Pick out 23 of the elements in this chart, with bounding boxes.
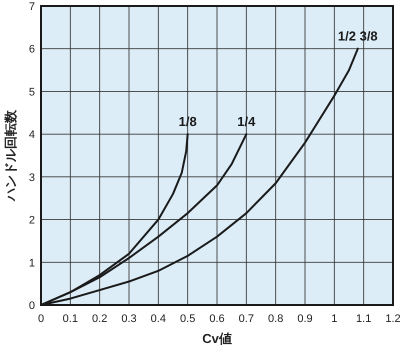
x-axis-title: Cv値 bbox=[202, 331, 232, 346]
x-tick-label: 0.5 bbox=[180, 313, 196, 325]
y-axis-title: ハンドル回転数 bbox=[3, 109, 18, 202]
y-tick-label: 1 bbox=[28, 257, 35, 270]
y-tick-label: 0 bbox=[28, 300, 35, 312]
x-tick-label: 1.1 bbox=[356, 313, 372, 325]
y-tick-label: 4 bbox=[28, 129, 35, 142]
x-tick-label: 0.3 bbox=[121, 313, 137, 325]
y-tick-label: 6 bbox=[28, 44, 35, 56]
x-tick-label: 0.2 bbox=[92, 313, 108, 325]
y-tick-label: 7 bbox=[28, 1, 35, 13]
y-tick-label: 2 bbox=[28, 214, 35, 227]
x-tick-label: 0.9 bbox=[297, 313, 313, 325]
x-tick-label: 0.4 bbox=[150, 313, 166, 325]
y-tick-label: 3 bbox=[28, 172, 35, 184]
y-tick-label: 5 bbox=[28, 86, 35, 98]
x-tick-label: 0 bbox=[38, 313, 44, 325]
x-tick-label: 0.6 bbox=[209, 313, 225, 325]
x-tick-label: 0.1 bbox=[62, 313, 78, 325]
x-tick-label: 0.8 bbox=[268, 313, 284, 325]
x-tick-label: 1.2 bbox=[385, 313, 400, 325]
x-tick-label: 0.7 bbox=[238, 313, 254, 325]
x-tick-label: 1 bbox=[331, 313, 338, 325]
